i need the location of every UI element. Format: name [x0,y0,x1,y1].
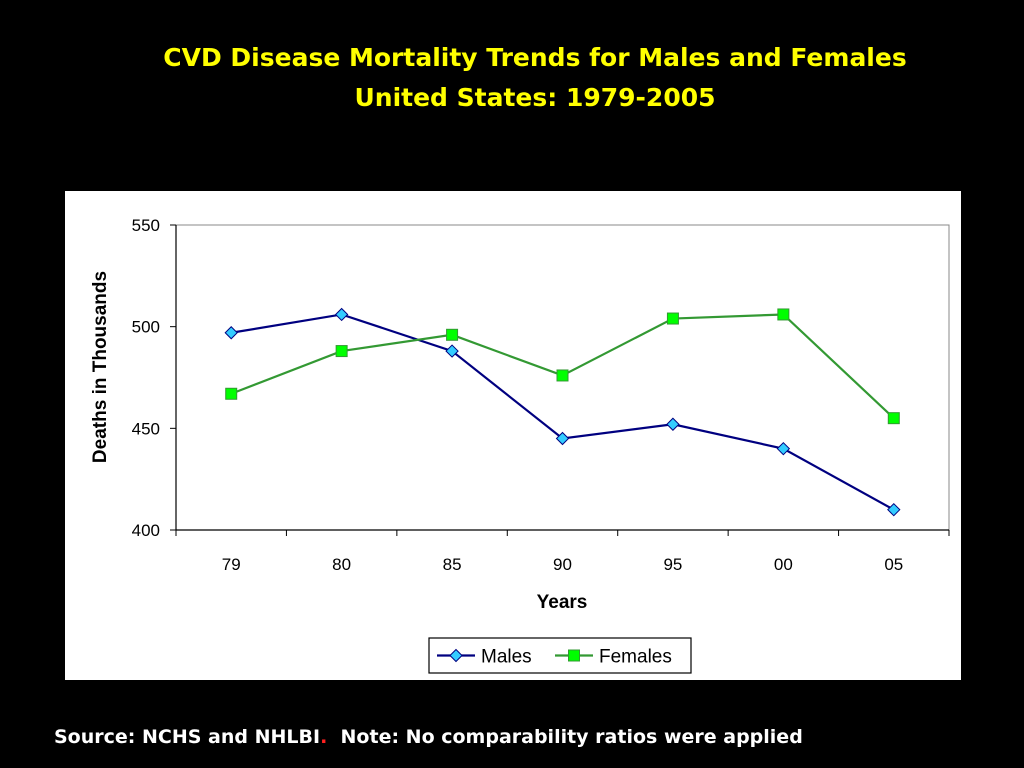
males-point [887,502,901,517]
x-tick-label: 05 [884,555,903,574]
x-tick-label: 80 [332,555,351,574]
x-tick-label: 79 [222,555,241,574]
title-line-2: United States: 1979-2005 [354,83,716,112]
females-point [225,387,238,400]
x-tick-label: 00 [774,555,793,574]
y-tick-label: 450 [132,419,160,438]
line-chart: 400 450 500 550 79 80 85 90 95 00 05 Deaths in Tho… [90,216,950,674]
females-point [777,308,790,321]
males-point [224,326,238,340]
males-point [555,431,570,446]
x-tick-label: 85 [443,555,462,574]
title-line-1: CVD Disease Mortality Trends for Males a… [163,43,907,72]
females-point [556,369,569,382]
males-point [334,307,349,322]
y-tick-label: 500 [132,318,160,337]
chart-legend: Males Females [428,637,692,674]
y-axis-label: Deaths in Thousands [90,271,111,463]
source-note: Source: NCHS and NHLBI. Note: No compara… [54,726,803,748]
females-point [887,412,900,425]
y-tick-label: 400 [132,521,160,540]
females-point [335,345,348,358]
x-axis-label: Years [537,592,588,613]
source-note-text: Note: No comparability ratios were appli… [327,726,803,748]
x-tick-label: 90 [553,555,572,574]
chart-area: 400 450 500 550 79 80 85 90 95 00 05 Deaths in Tho… [65,191,961,680]
y-tick-label: 550 [132,216,160,235]
males-legend-label: Males [481,647,532,668]
males-line [231,313,895,511]
females-legend-label: Females [599,647,672,668]
females-series [225,308,900,425]
females-line [230,313,895,419]
females-legend-marker [568,649,580,662]
males-series [224,307,901,517]
slide-title: CVD Disease Mortality Trends for Males a… [0,38,1024,118]
males-point [776,441,791,456]
females-point [446,328,459,341]
males-legend-marker [449,648,463,663]
source-text: Source: NCHS and NHLBI [54,726,321,748]
x-tick-label: 95 [663,555,682,574]
source-dot: . [320,726,328,748]
males-point [445,344,459,358]
males-point [666,417,680,431]
females-point [666,312,679,325]
